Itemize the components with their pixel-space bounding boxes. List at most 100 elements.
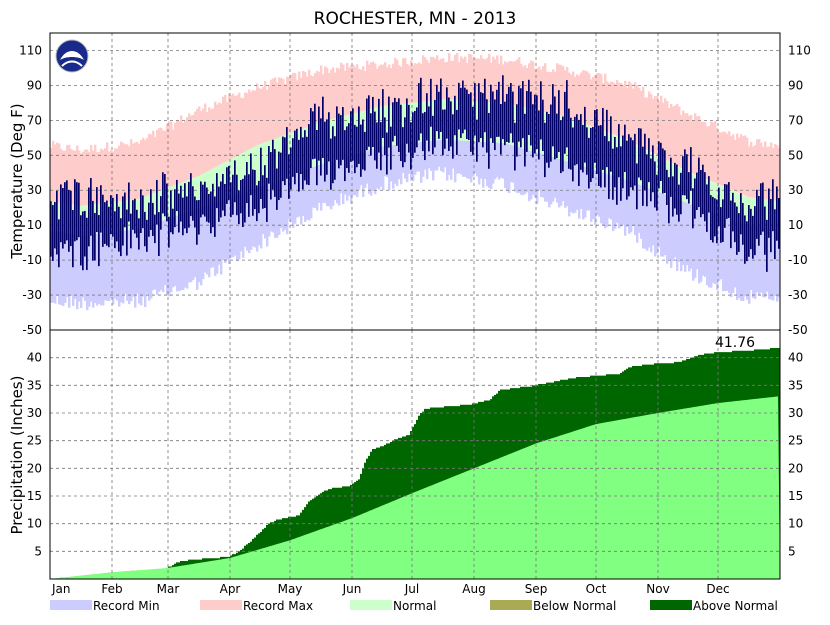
record-min-bar <box>378 147 381 190</box>
record-min-bar <box>280 178 283 229</box>
observed-temperature-bar <box>726 184 728 219</box>
record-max-bar <box>200 111 203 176</box>
legend-label: Above Normal <box>693 599 778 613</box>
record-min-bar <box>482 141 485 188</box>
record-min-bar <box>168 218 171 297</box>
record-max-bar <box>764 141 767 200</box>
record-min-bar <box>592 169 595 220</box>
observed-temperature-bar <box>236 174 238 216</box>
record-min-bar <box>222 199 225 261</box>
observed-temperature-bar <box>164 174 166 217</box>
record-min-bar <box>336 159 339 204</box>
record-max-bar <box>122 142 125 201</box>
record-min-bar <box>162 220 165 293</box>
record-max-bar <box>50 147 53 202</box>
observed-temperature-bar <box>384 117 386 156</box>
record-max-bar <box>650 93 653 153</box>
temperature-tick-label-left: 90 <box>27 78 42 92</box>
record-min-bar <box>130 229 133 302</box>
observed-temperature-bar <box>348 123 350 173</box>
observed-temperature-bar <box>550 104 552 162</box>
record-min-bar <box>84 235 87 301</box>
record-max-bar <box>110 150 113 203</box>
record-min-bar <box>756 226 759 293</box>
observed-temperature-bar <box>450 101 452 147</box>
observed-temperature-bar <box>702 164 704 215</box>
observed-temperature-bar <box>162 172 164 214</box>
observed-temperature-bar <box>626 140 628 200</box>
observed-temperature-bar <box>756 189 758 239</box>
record-max-bar <box>744 135 747 196</box>
record-min-bar <box>774 229 777 297</box>
record-max-bar <box>510 60 513 105</box>
record-min-bar <box>432 140 435 181</box>
observed-temperature-bar <box>144 211 146 247</box>
record-min-bar <box>328 161 331 207</box>
record-min-bar <box>536 152 539 205</box>
observed-temperature-bar <box>312 111 314 160</box>
record-min-bar <box>312 166 315 208</box>
record-max-bar <box>100 148 103 204</box>
observed-temperature-bar <box>290 147 292 190</box>
observed-temperature-bar <box>704 172 706 222</box>
record-max-bar <box>592 76 595 128</box>
record-min-bar <box>658 191 661 248</box>
record-max-bar <box>264 80 267 143</box>
observed-temperature-bar <box>412 112 414 158</box>
record-max-bar <box>736 133 739 193</box>
precipitation-tick-label-left: 25 <box>27 434 42 448</box>
observed-temperature-bar <box>468 93 470 141</box>
observed-temperature-bar <box>112 197 114 237</box>
record-min-bar <box>760 227 763 293</box>
observed-temperature-bar <box>580 114 582 170</box>
observed-temperature-bar <box>372 96 374 148</box>
observed-temperature-bar <box>68 189 70 252</box>
observed-temperature-bar <box>772 179 774 232</box>
record-min-bar <box>556 158 559 203</box>
record-min-bar <box>70 233 73 296</box>
record-min-bar <box>568 161 571 217</box>
record-min-bar <box>742 222 745 302</box>
record-max-bar <box>150 134 153 195</box>
record-min-bar <box>76 234 79 310</box>
observed-temperature-bar <box>516 104 518 157</box>
observed-temperature-bar <box>302 137 304 190</box>
record-min-bar <box>656 191 659 254</box>
record-max-bar <box>320 65 323 123</box>
record-max-bar <box>184 120 187 182</box>
record-min-bar <box>582 166 585 220</box>
record-min-bar <box>508 144 511 193</box>
observed-temperature-bar <box>220 181 222 218</box>
record-max-bar <box>560 65 563 116</box>
record-min-bar <box>634 182 637 236</box>
record-min-bar <box>122 230 125 304</box>
record-min-bar <box>614 176 617 229</box>
observed-temperature-bar <box>482 93 484 148</box>
observed-temperature-bar <box>90 178 92 236</box>
record-max-bar <box>530 60 533 109</box>
observed-temperature-bar <box>268 146 270 184</box>
record-max-bar <box>416 63 419 103</box>
observed-temperature-bar <box>656 174 658 211</box>
observed-temperature-bar <box>388 96 390 148</box>
record-min-bar <box>94 233 97 304</box>
observed-temperature-bar <box>570 117 572 170</box>
observed-temperature-bar <box>590 127 592 182</box>
record-max-bar <box>586 71 589 125</box>
record-min-bar <box>388 145 391 191</box>
observed-temperature-bar <box>444 109 446 149</box>
record-min-bar <box>144 226 147 308</box>
observed-temperature-bar <box>270 152 272 200</box>
observed-temperature-bar <box>284 137 286 186</box>
observed-temperature-bar <box>558 90 560 153</box>
record-max-bar <box>658 101 661 157</box>
record-max-bar <box>734 139 737 192</box>
record-max-bar <box>396 59 399 105</box>
precipitation-tick-label-right: 40 <box>788 351 803 365</box>
record-min-bar <box>690 203 693 269</box>
observed-temperature-bar <box>378 98 380 153</box>
record-max-bar <box>588 73 591 126</box>
record-max-bar <box>164 130 167 190</box>
record-min-bar <box>268 183 271 237</box>
record-min-bar <box>650 188 653 253</box>
